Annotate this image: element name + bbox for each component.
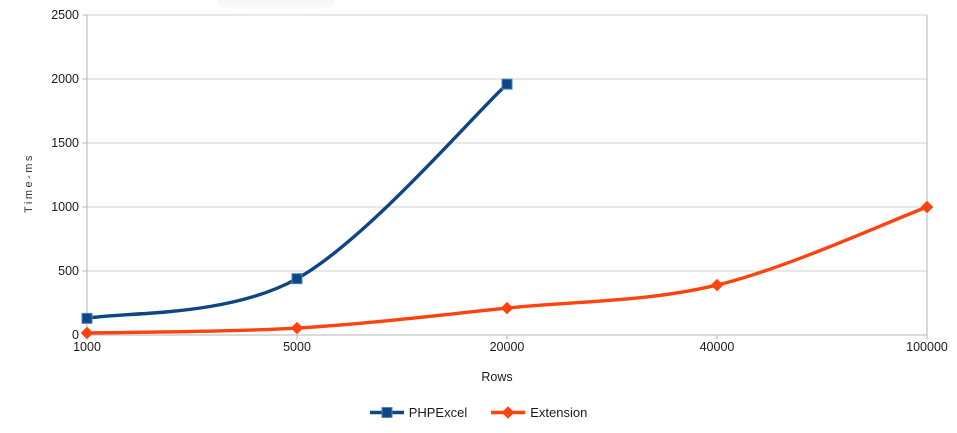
y-tick-label: 1500: [51, 136, 79, 150]
y-tick-label: 2000: [51, 72, 79, 86]
data-point-phpexcel: [501, 78, 513, 90]
data-point-extension: [710, 278, 724, 292]
legend-item-extension: Extension: [491, 405, 587, 420]
x-tick-label: 1000: [73, 340, 101, 354]
legend-marker-diamond-icon: [491, 406, 526, 419]
y-tick-label: 2500: [51, 8, 79, 22]
data-point-phpexcel: [291, 273, 303, 285]
y-tick-label: 500: [58, 264, 79, 278]
legend-item-phpexcel: PHPExcel: [369, 405, 468, 420]
legend-marker-square-icon: [369, 407, 404, 418]
y-tick-label: 1000: [51, 200, 79, 214]
x-tick-label: 5000: [283, 340, 311, 354]
x-tick-label: 100000: [906, 340, 948, 354]
top-edge-artifact: [218, 0, 334, 10]
legend: PHPExcel Extension: [0, 405, 957, 420]
legend-label: PHPExcel: [408, 405, 468, 420]
x-tick-label: 20000: [490, 340, 525, 354]
data-point-extension: [920, 200, 934, 214]
data-point-extension: [80, 326, 94, 340]
y-axis-title: Time-ms: [23, 153, 35, 213]
data-point-extension: [290, 321, 304, 335]
x-tick-label: 40000: [700, 340, 735, 354]
series-line-phpexcel: [85, 82, 509, 321]
data-point-phpexcel: [81, 312, 93, 324]
data-point-extension: [500, 301, 514, 315]
x-axis-title: Rows: [481, 370, 513, 384]
legend-marker-shape: [501, 406, 515, 419]
legend-marker-shape: [381, 407, 393, 418]
y-tick-label: 0: [72, 328, 79, 342]
legend-label: Extension: [530, 405, 588, 420]
